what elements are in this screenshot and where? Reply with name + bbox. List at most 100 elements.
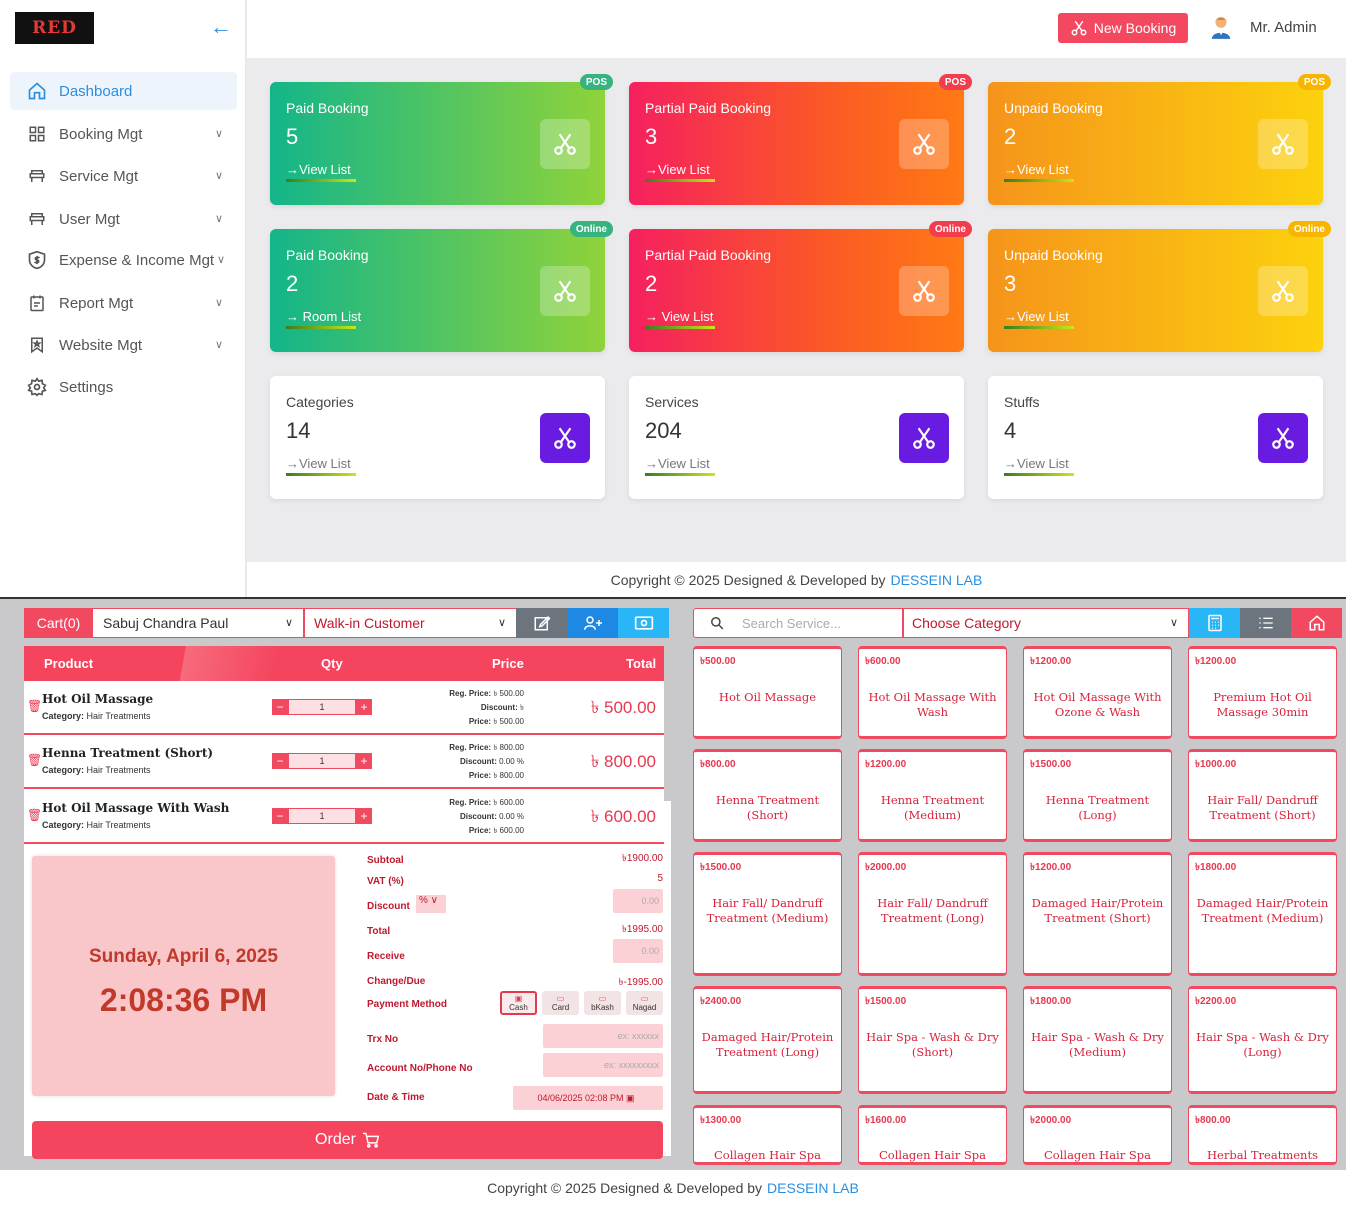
payment-nagad-button[interactable]: ▭ Nagad — [626, 991, 663, 1015]
change-value: ৳-1995.00 — [618, 977, 663, 988]
service-card[interactable]: ৳1000.00 Hair Fall/ Dandruff Treatment (S… — [1188, 749, 1337, 842]
service-card[interactable]: ৳1600.00 Collagen Hair Spa — [858, 1105, 1007, 1165]
discount-input[interactable]: 0.00 — [613, 889, 663, 913]
category-select[interactable]: Choose Category ∨ — [903, 608, 1189, 638]
list-view-button[interactable] — [1240, 608, 1291, 638]
minus-icon[interactable]: − — [272, 753, 288, 769]
avatar[interactable] — [1210, 15, 1232, 39]
trash-icon[interactable]: 🗑 — [27, 753, 43, 767]
payment-cash-button[interactable]: ▣ Cash — [500, 991, 537, 1015]
scissors-icon — [540, 119, 590, 169]
service-card[interactable]: ৳600.00 Hot Oil Massage With Wash — [858, 646, 1007, 739]
service-card[interactable]: ৳1500.00 Hair Spa - Wash & Dry (Short) — [858, 986, 1007, 1094]
search-input[interactable]: Search Service... — [693, 608, 903, 638]
card-title: Partial Paid Booking — [645, 100, 772, 116]
trash-icon[interactable]: 🗑 — [27, 808, 43, 822]
view-list-link[interactable]: →View List — [1004, 162, 1069, 177]
service-name: Damaged Hair/Protein Treatment (Short) — [1031, 896, 1164, 925]
view-list-link[interactable]: →View List — [1004, 456, 1069, 471]
collapse-sidebar-icon[interactable]: ← — [210, 14, 232, 39]
payment-card-button[interactable]: ▭ Card — [542, 991, 579, 1015]
plus-icon[interactable]: + — [356, 753, 372, 769]
scrollbar[interactable] — [664, 646, 671, 801]
view-list-link[interactable]: → View List — [645, 309, 714, 324]
minus-icon[interactable]: − — [272, 808, 288, 824]
sidebar-item-report[interactable]: Report Mgt ∨ — [10, 284, 237, 322]
service-card[interactable]: ৳2400.00 Damaged Hair/Protein Treatment (… — [693, 986, 842, 1094]
service-name: Hot Oil Massage With Wash — [868, 690, 997, 719]
sidebar-item-expense[interactable]: Expense & Income Mgt ∨ — [10, 241, 237, 279]
brand-link[interactable]: DESSEIN LAB — [890, 571, 983, 588]
card-underline — [286, 326, 356, 329]
service-card[interactable]: ৳1200.00 Hot Oil Massage With Ozone & Was… — [1023, 646, 1172, 739]
service-card[interactable]: ৳1800.00 Hair Spa - Wash & Dry (Medium) — [1023, 986, 1172, 1094]
brand-link[interactable]: DESSEIN LAB — [767, 1179, 859, 1196]
card-title: Unpaid Booking — [1004, 247, 1103, 263]
calculator-button[interactable] — [1189, 608, 1240, 638]
room-list-link[interactable]: → Room List — [286, 309, 362, 324]
service-card[interactable]: ৳2000.00 Collagen Hair Spa — [1023, 1105, 1172, 1165]
quantity-stepper: −+ — [272, 699, 372, 715]
pos-badge: POS — [579, 74, 613, 90]
sidebar-item-settings[interactable]: Settings — [10, 368, 237, 406]
service-card[interactable]: ৳1200.00 Henna Treatment (Medium) — [858, 749, 1007, 842]
categories-card: Categories 14 →View List — [270, 376, 605, 499]
service-card[interactable]: ৳1300.00 Collagen Hair Spa — [693, 1105, 842, 1165]
qty-input[interactable] — [288, 753, 356, 769]
plus-icon[interactable]: + — [356, 699, 372, 715]
sidebar-item-booking[interactable]: Booking Mgt ∨ — [10, 115, 237, 153]
minus-icon[interactable]: − — [272, 699, 288, 715]
receive-input[interactable]: 0.00 — [613, 939, 663, 963]
cart-table: Product Qty Price Total 🗑 Hot Oil Massag… — [24, 646, 671, 1159]
view-list-link[interactable]: →View List — [645, 456, 710, 471]
home-button[interactable] — [1291, 608, 1342, 638]
sidebar-item-service[interactable]: Service Mgt ∨ — [10, 157, 237, 195]
service-price: ৳1200.00 — [1030, 862, 1072, 873]
datetime-input[interactable]: 04/06/2025 02:08 PM ▣ — [513, 1086, 663, 1110]
edit-button[interactable] — [516, 608, 567, 638]
sidebar-item-website[interactable]: Website Mgt ∨ — [10, 326, 237, 364]
view-list-link[interactable]: →View List — [1004, 309, 1069, 324]
nagad-icon: ▭ — [640, 994, 649, 1003]
service-card[interactable]: ৳1200.00 Damaged Hair/Protein Treatment (… — [1023, 852, 1172, 976]
view-list-link[interactable]: →View List — [286, 162, 351, 177]
services-panel: Search Service... Choose Category ∨ ৳500… — [693, 608, 1345, 1168]
account-input[interactable]: ex: xxxxxxxxx — [543, 1053, 663, 1077]
service-price: ৳2000.00 — [865, 862, 907, 873]
chevron-down-icon: ∨ — [214, 170, 223, 182]
service-card[interactable]: ৳1200.00 Premium Hot Oil Massage 30min — [1188, 646, 1337, 739]
current-date: Sunday, April 6, 2025 — [88, 946, 279, 967]
cash-drawer-button[interactable] — [618, 608, 669, 638]
view-list-link[interactable]: →View List — [286, 456, 351, 471]
service-card[interactable]: ৳1500.00 Henna Treatment (Long) — [1023, 749, 1172, 842]
view-list-link[interactable]: →View List — [645, 162, 710, 177]
sidebar-item-user[interactable]: User Mgt ∨ — [10, 200, 237, 238]
service-price: ৳1500.00 — [1030, 759, 1072, 770]
qty-input[interactable] — [288, 808, 356, 824]
service-card[interactable]: ৳2000.00 Hair Fall/ Dandruff Treatment (L… — [858, 852, 1007, 976]
service-card[interactable]: ৳500.00 Hot Oil Massage — [693, 646, 842, 739]
scissors-icon — [1258, 266, 1308, 316]
sidebar-item-dashboard[interactable]: Dashboard — [10, 72, 237, 110]
new-booking-button[interactable]: New Booking — [1058, 13, 1188, 43]
order-button[interactable]: Order — [32, 1121, 663, 1159]
trx-input[interactable]: ex: xxxxxx — [543, 1024, 663, 1048]
add-customer-button[interactable] — [567, 608, 618, 638]
service-card[interactable]: ৳1500.00 Hair Fall/ Dandruff Treatment (M… — [693, 852, 842, 976]
brand-logo[interactable]: RED — [15, 12, 94, 44]
stuffs-card: Stuffs 4 →View List — [988, 376, 1323, 499]
qty-input[interactable] — [288, 699, 356, 715]
service-card[interactable]: ৳800.00 Henna Treatment (Short) — [693, 749, 842, 842]
admin-name[interactable]: Mr. Admin — [1250, 19, 1317, 36]
customer-select[interactable]: Walk-in Customer ∨ — [304, 608, 517, 638]
service-card[interactable]: ৳1800.00 Damaged Hair/Protein Treatment (… — [1188, 852, 1337, 976]
discount-type-select[interactable]: % ∨ — [416, 895, 446, 913]
service-card[interactable]: ৳2200.00 Hair Spa - Wash & Dry (Long) — [1188, 986, 1337, 1094]
plus-icon[interactable]: + — [356, 808, 372, 824]
card-underline — [645, 473, 715, 476]
clock-panel: Sunday, April 6, 2025 2:08:36 PM — [32, 856, 335, 1096]
card-underline — [286, 473, 356, 476]
trash-icon[interactable]: 🗑 — [27, 699, 43, 713]
payment-bkash-button[interactable]: ▭ bKash — [584, 991, 621, 1015]
service-card[interactable]: ৳800.00 Herbal Treatments — [1188, 1105, 1337, 1165]
